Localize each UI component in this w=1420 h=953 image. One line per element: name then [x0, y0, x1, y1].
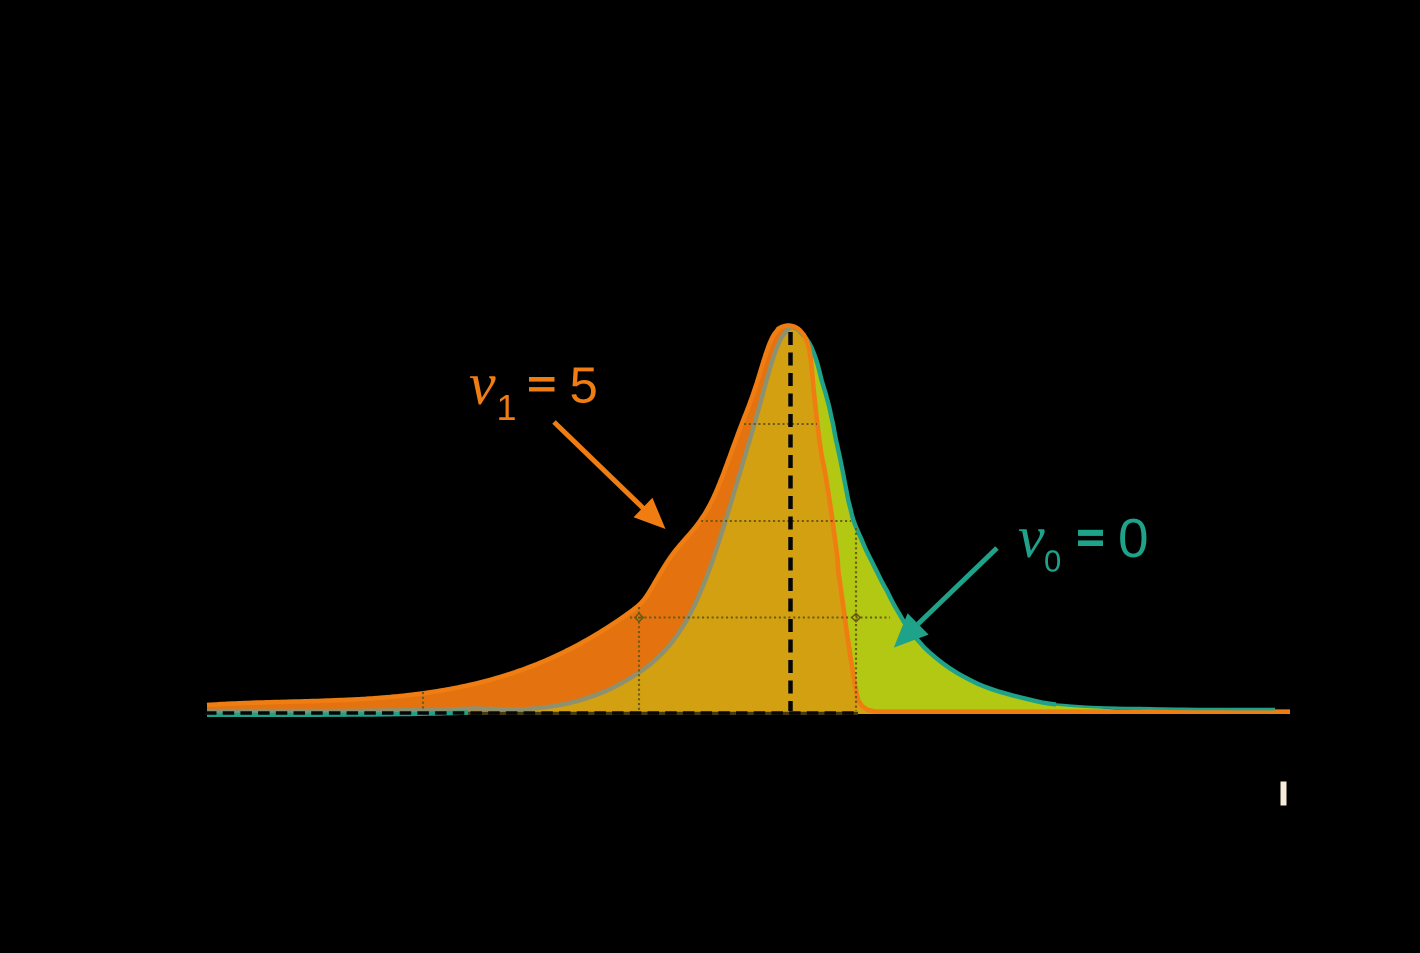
svg-text:ν: ν [469, 351, 496, 417]
svg-text:0: 0 [1044, 544, 1061, 579]
svg-text:0: 0 [1118, 507, 1149, 569]
svg-text:1: 1 [497, 387, 517, 428]
svg-text:5: 5 [570, 357, 598, 414]
svg-text:ν: ν [1018, 504, 1045, 570]
